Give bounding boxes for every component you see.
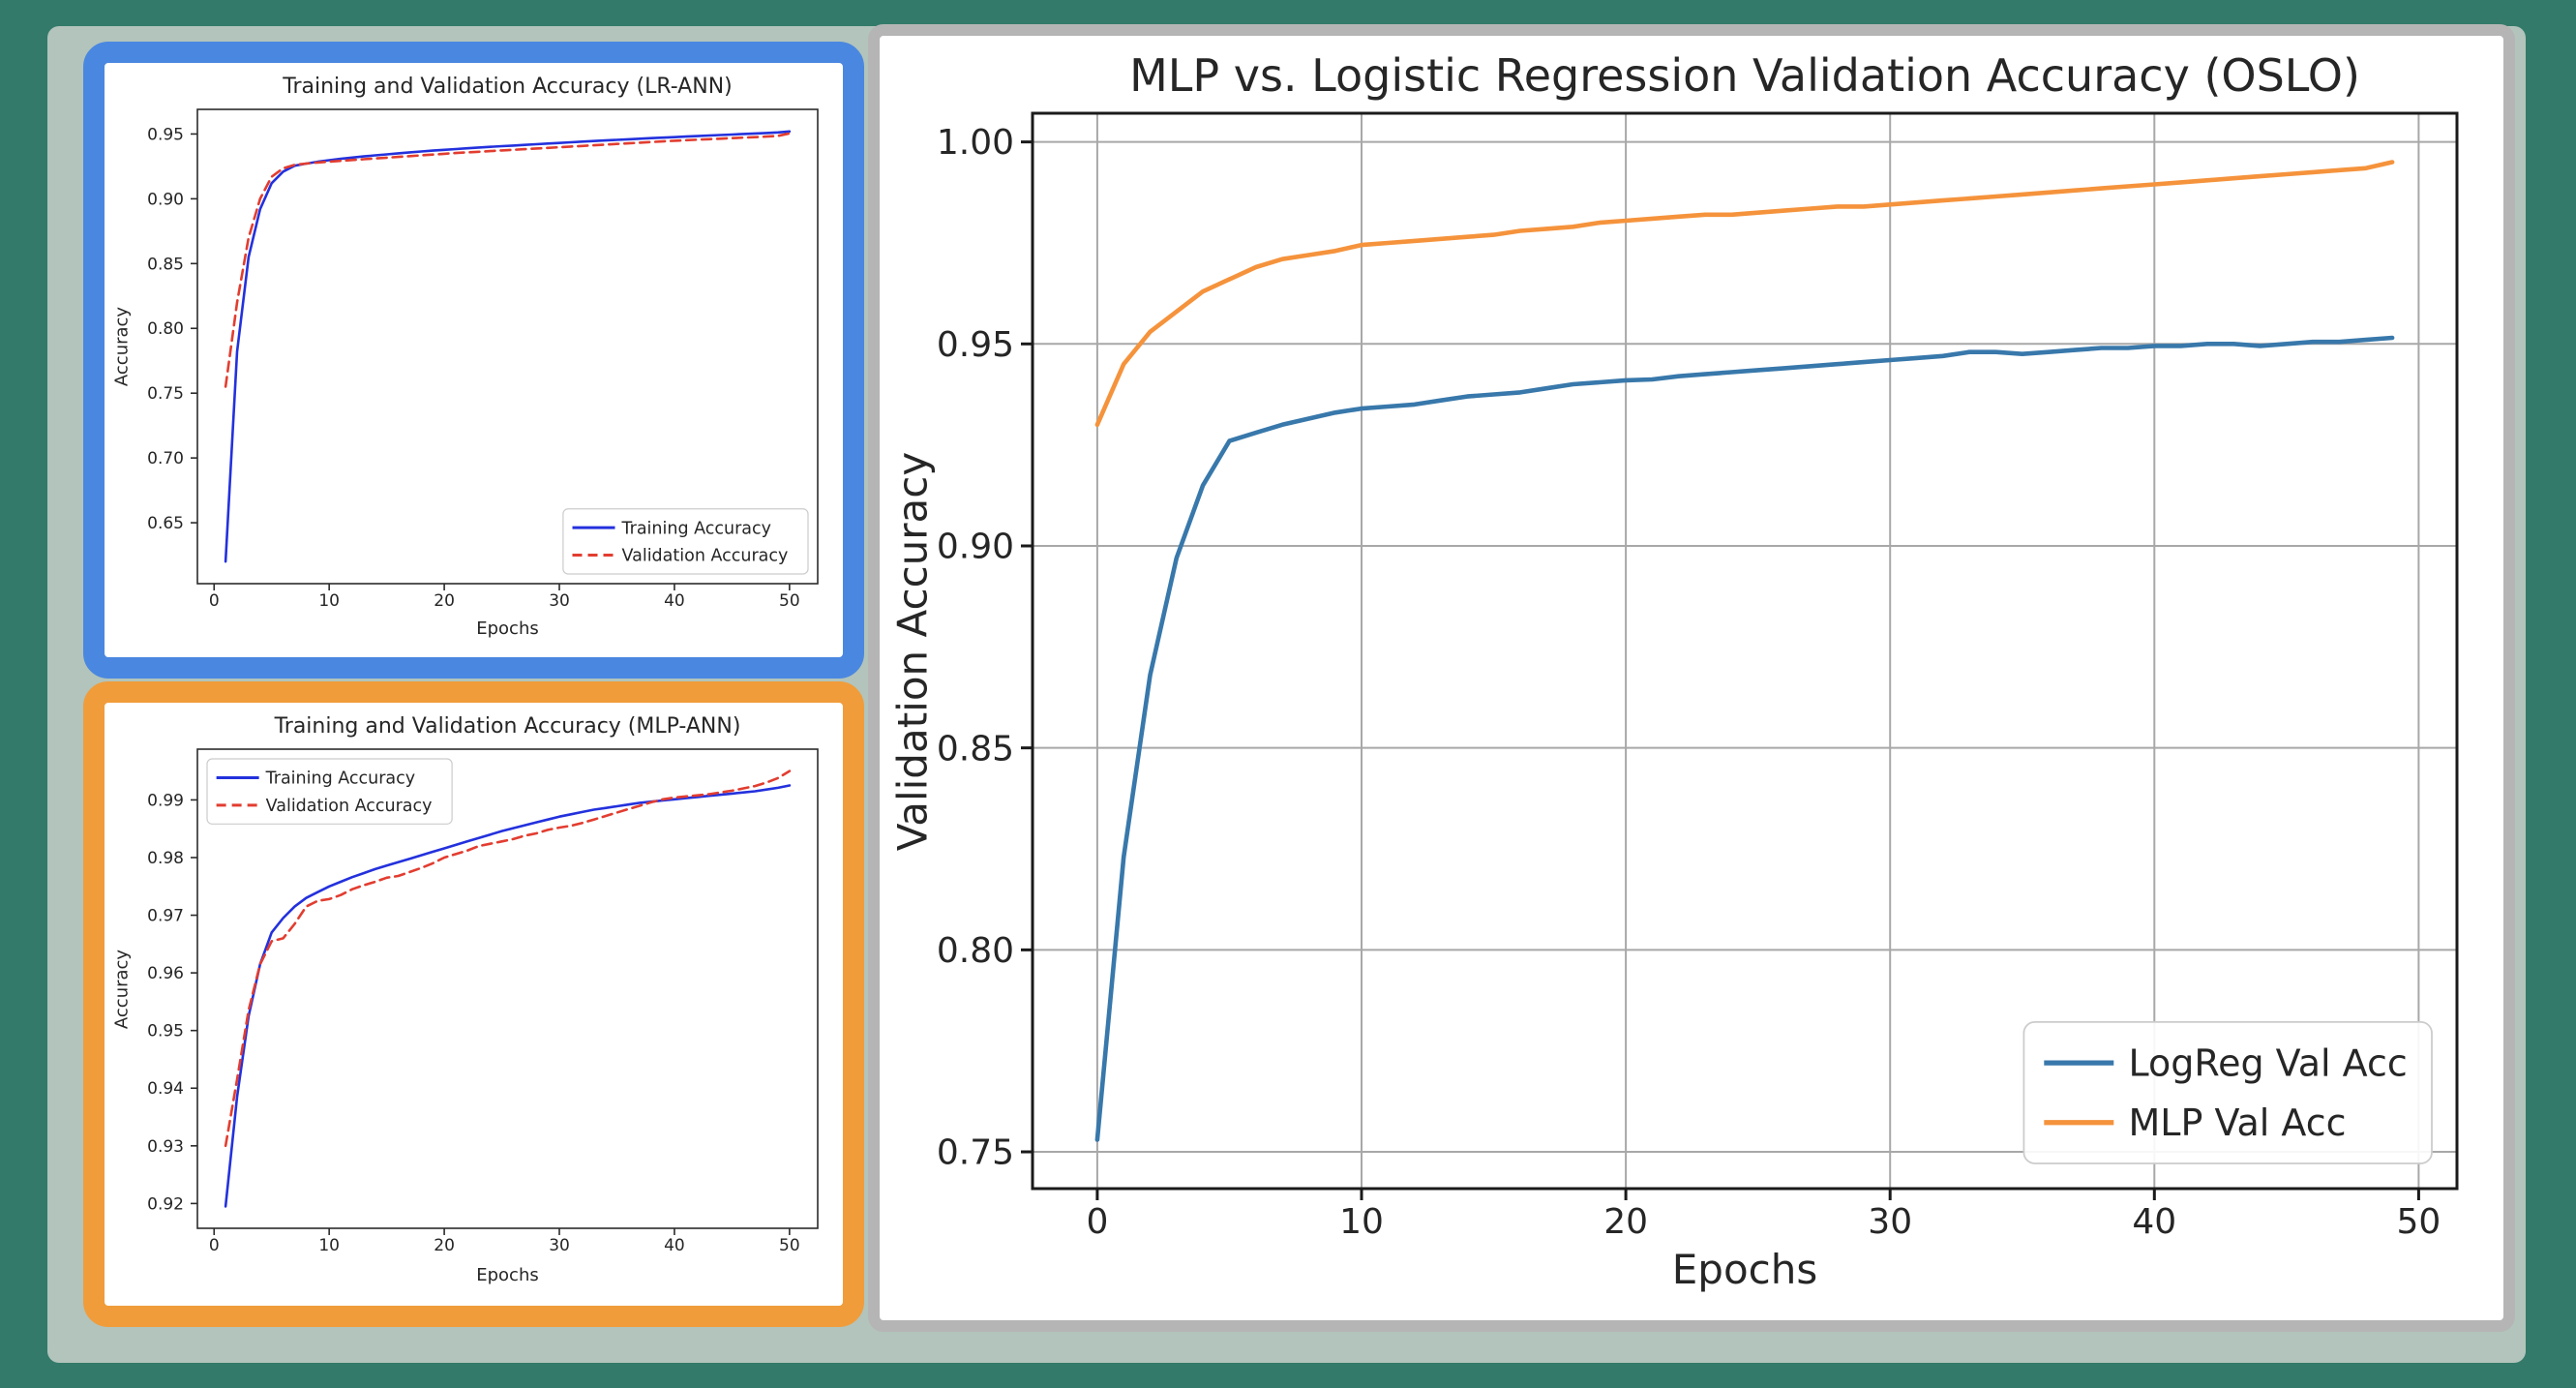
svg-text:Validation Accuracy: Validation Accuracy [622, 547, 789, 566]
svg-text:10: 10 [1339, 1202, 1384, 1242]
svg-text:0.95: 0.95 [147, 125, 184, 144]
svg-text:40: 40 [664, 1236, 685, 1255]
svg-text:20: 20 [434, 1236, 455, 1255]
svg-text:30: 30 [549, 1236, 570, 1255]
svg-text:20: 20 [1603, 1202, 1648, 1242]
svg-text:0.99: 0.99 [147, 791, 184, 810]
svg-text:1.00: 1.00 [937, 123, 1014, 163]
svg-text:0: 0 [209, 1236, 220, 1255]
svg-text:MLP Val Acc: MLP Val Acc [2129, 1101, 2347, 1144]
svg-text:0: 0 [1086, 1202, 1108, 1242]
svg-text:0.95: 0.95 [937, 325, 1014, 365]
oslo-comparison-chart-panel: MLP vs. Logistic Regression Validation A… [868, 24, 2515, 1332]
svg-text:50: 50 [779, 1236, 800, 1255]
svg-text:Training Accuracy: Training Accuracy [265, 769, 416, 789]
svg-text:0.70: 0.70 [147, 449, 184, 468]
svg-text:0.95: 0.95 [147, 1022, 184, 1041]
mlp-ann-plot: 0 10 20 30 40 50 0.92 0.93 0.94 0.95 0.96 0.97 0.98 0… [147, 748, 819, 1255]
svg-text:30: 30 [549, 591, 570, 611]
svg-text:0.97: 0.97 [147, 907, 184, 926]
svg-text:10: 10 [318, 1236, 340, 1255]
svg-text:Validation Accuracy: Validation Accuracy [266, 797, 433, 816]
svg-text:50: 50 [2396, 1202, 2441, 1242]
svg-text:50: 50 [779, 591, 800, 611]
mlp-ann-x-axis-label: Epochs [476, 1265, 539, 1285]
svg-text:0.65: 0.65 [147, 514, 184, 533]
lr-ann-chart-panel: Training and Validation Accuracy (LR-ANN… [83, 42, 864, 679]
lr-ann-x-axis-label: Epochs [476, 619, 539, 639]
svg-text:0.90: 0.90 [147, 190, 184, 209]
svg-text:0.80: 0.80 [937, 931, 1014, 971]
svg-text:0.96: 0.96 [147, 964, 184, 983]
svg-text:Training Accuracy: Training Accuracy [621, 519, 772, 538]
svg-text:LogReg Val Acc: LogReg Val Acc [2129, 1041, 2408, 1084]
oslo-x-axis-label: Epochs [1671, 1246, 1818, 1293]
svg-text:0.93: 0.93 [147, 1137, 184, 1157]
svg-text:0.85: 0.85 [937, 729, 1014, 769]
lr-ann-chart-title: Training and Validation Accuracy (LR-ANN… [283, 75, 733, 99]
oslo-comparison-plot: 0 10 20 30 40 50 0.75 0.80 0.85 0.90 0.95 1.00 LogRe… [937, 111, 2459, 1242]
lr-ann-plot: 0 10 20 30 40 50 0.65 0.70 0.75 0.80 0.85 0.90 0.95 T… [147, 108, 819, 611]
svg-text:40: 40 [664, 591, 685, 611]
svg-text:0.90: 0.90 [937, 528, 1014, 567]
svg-text:10: 10 [318, 591, 340, 611]
svg-text:0.75: 0.75 [937, 1133, 1014, 1173]
svg-text:0.85: 0.85 [147, 255, 184, 274]
mlp-ann-chart-panel: Training and Validation Accuracy (MLP-AN… [83, 681, 864, 1327]
svg-text:0.98: 0.98 [147, 849, 184, 868]
svg-text:20: 20 [434, 591, 455, 611]
svg-text:30: 30 [1868, 1202, 1912, 1242]
mlp-ann-chart-title: Training and Validation Accuracy (MLP-AN… [274, 714, 741, 739]
svg-text:0: 0 [209, 591, 220, 611]
oslo-chart-title: MLP vs. Logistic Regression Validation A… [1129, 49, 2360, 102]
svg-text:0.75: 0.75 [147, 384, 184, 404]
svg-text:0.80: 0.80 [147, 319, 184, 339]
svg-text:0.92: 0.92 [147, 1194, 184, 1214]
svg-text:40: 40 [2132, 1202, 2176, 1242]
svg-text:0.94: 0.94 [147, 1079, 184, 1099]
